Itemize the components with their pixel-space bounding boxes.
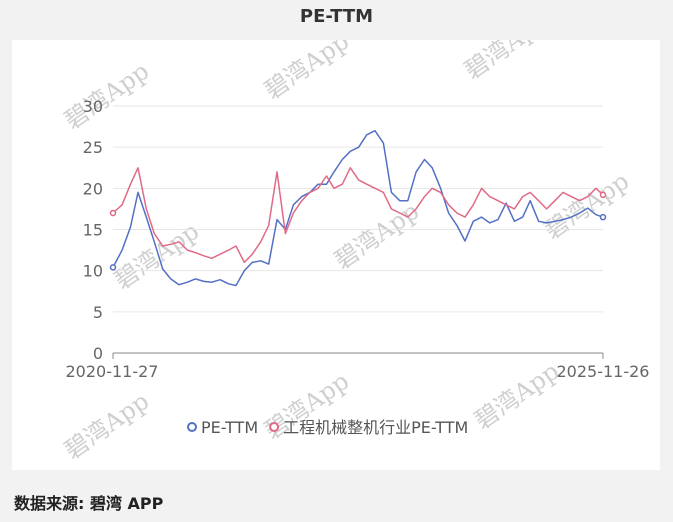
- watermark-text: 碧湾App: [469, 357, 564, 435]
- y-tick-label: 30: [83, 97, 103, 116]
- series-end-point: [599, 213, 607, 221]
- y-tick-label: 25: [83, 138, 103, 157]
- watermark-text: 碧湾App: [59, 387, 154, 465]
- watermark-text: 碧湾App: [109, 217, 204, 295]
- y-tick-label: 5: [93, 303, 103, 322]
- x-tick-label: 2020-11-27: [66, 362, 159, 381]
- legend[interactable]: PE-TTM 工程机械整机行业PE-TTM: [187, 418, 468, 437]
- chart-title: PE-TTM: [299, 6, 374, 27]
- legend-label: 工程机械整机行业PE-TTM: [283, 418, 468, 437]
- legend-marker: [269, 422, 280, 432]
- watermark-text: 碧湾App: [329, 197, 424, 275]
- chart-card: 碧湾App 碧湾App 碧湾App 碧湾App 碧湾App 碧湾App 碧湾App 碧湾App…: [12, 40, 660, 470]
- y-tick-label: 10: [83, 262, 103, 281]
- watermark-layer: 碧湾App 碧湾App 碧湾App 碧湾App 碧湾App 碧湾App 碧湾App 碧湾App…: [59, 40, 634, 465]
- series-line-1: [112, 167, 604, 264]
- grid-lines: [113, 105, 603, 354]
- y-tick-label: 20: [83, 179, 103, 198]
- series-layer: [109, 129, 607, 287]
- x-tick-label: 2025-11-26: [557, 362, 650, 381]
- legend-item-0[interactable]: PE-TTM: [187, 418, 258, 437]
- y-tick-label: 0: [93, 344, 103, 363]
- y-axis-ticks: 0 5 10 15 20 25 30: [83, 97, 103, 363]
- series-line-0: [112, 129, 604, 287]
- series-end-point: [599, 191, 607, 199]
- data-source-note: 数据来源: 碧湾 APP: [14, 494, 164, 513]
- legend-marker: [187, 422, 197, 432]
- watermark-text: 碧湾App: [539, 167, 634, 245]
- watermark-text: 碧湾App: [59, 57, 154, 135]
- series-end-point: [109, 209, 117, 217]
- y-tick-label: 15: [83, 221, 103, 240]
- watermark-text: 碧湾App: [259, 40, 354, 105]
- line-chart: 碧湾App 碧湾App 碧湾App 碧湾App 碧湾App 碧湾App 碧湾App 碧湾App…: [59, 40, 650, 465]
- x-axis: 2020-11-27 2025-11-26: [66, 352, 650, 381]
- series-end-point: [109, 264, 117, 271]
- legend-item-1[interactable]: 工程机械整机行业PE-TTM: [269, 418, 468, 437]
- legend-label: PE-TTM: [201, 418, 258, 437]
- watermark-text: 碧湾App: [459, 40, 554, 85]
